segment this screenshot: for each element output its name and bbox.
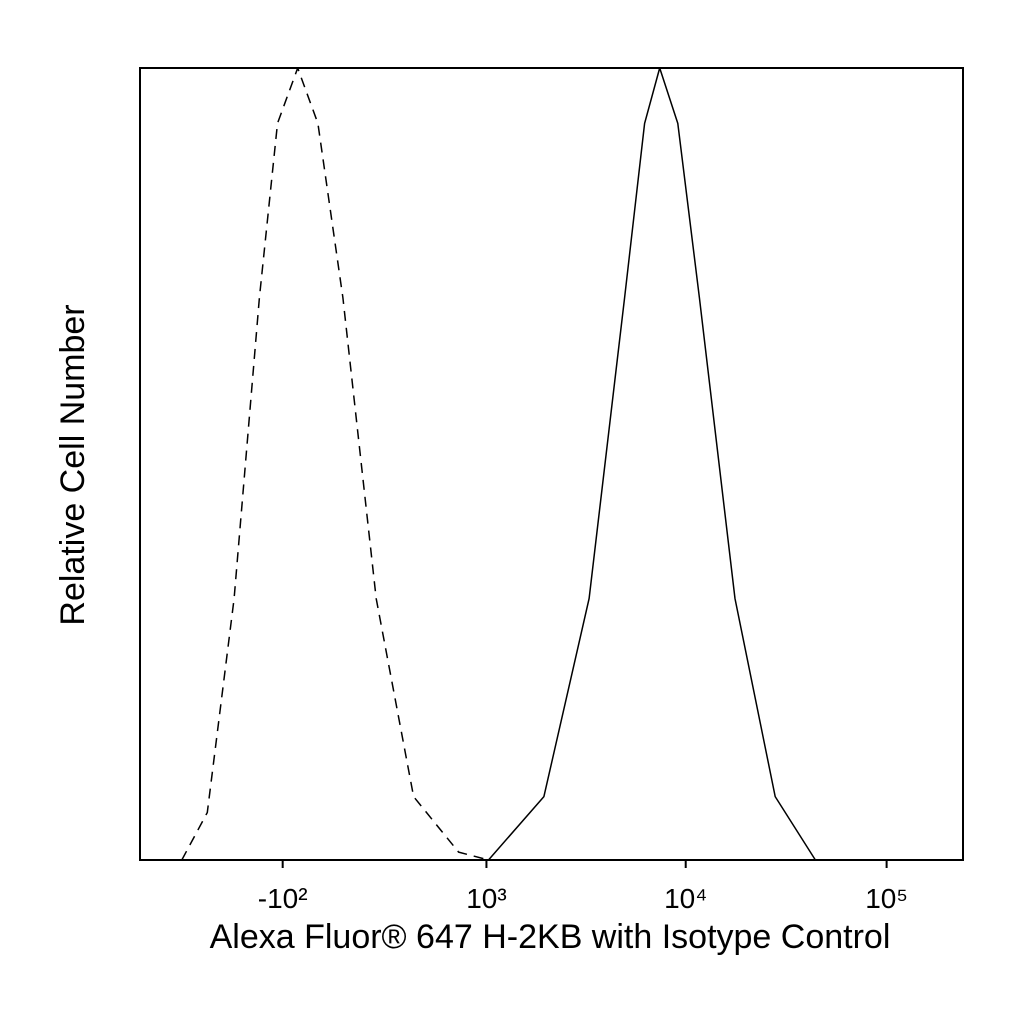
x-tick-label: 10⁴ bbox=[664, 883, 707, 914]
y-axis-label: Relative Cell Number bbox=[54, 304, 92, 625]
x-tick-label: 10⁵ bbox=[865, 883, 908, 914]
plot-frame bbox=[139, 67, 964, 861]
x-axis-label: Alexa Fluor® 647 H-2KB with Isotype Cont… bbox=[210, 918, 891, 956]
x-tick-label: -10² bbox=[258, 883, 308, 914]
histogram-line bbox=[487, 67, 817, 861]
x-tick-label: 10³ bbox=[466, 883, 506, 914]
histogram-line bbox=[181, 67, 489, 861]
